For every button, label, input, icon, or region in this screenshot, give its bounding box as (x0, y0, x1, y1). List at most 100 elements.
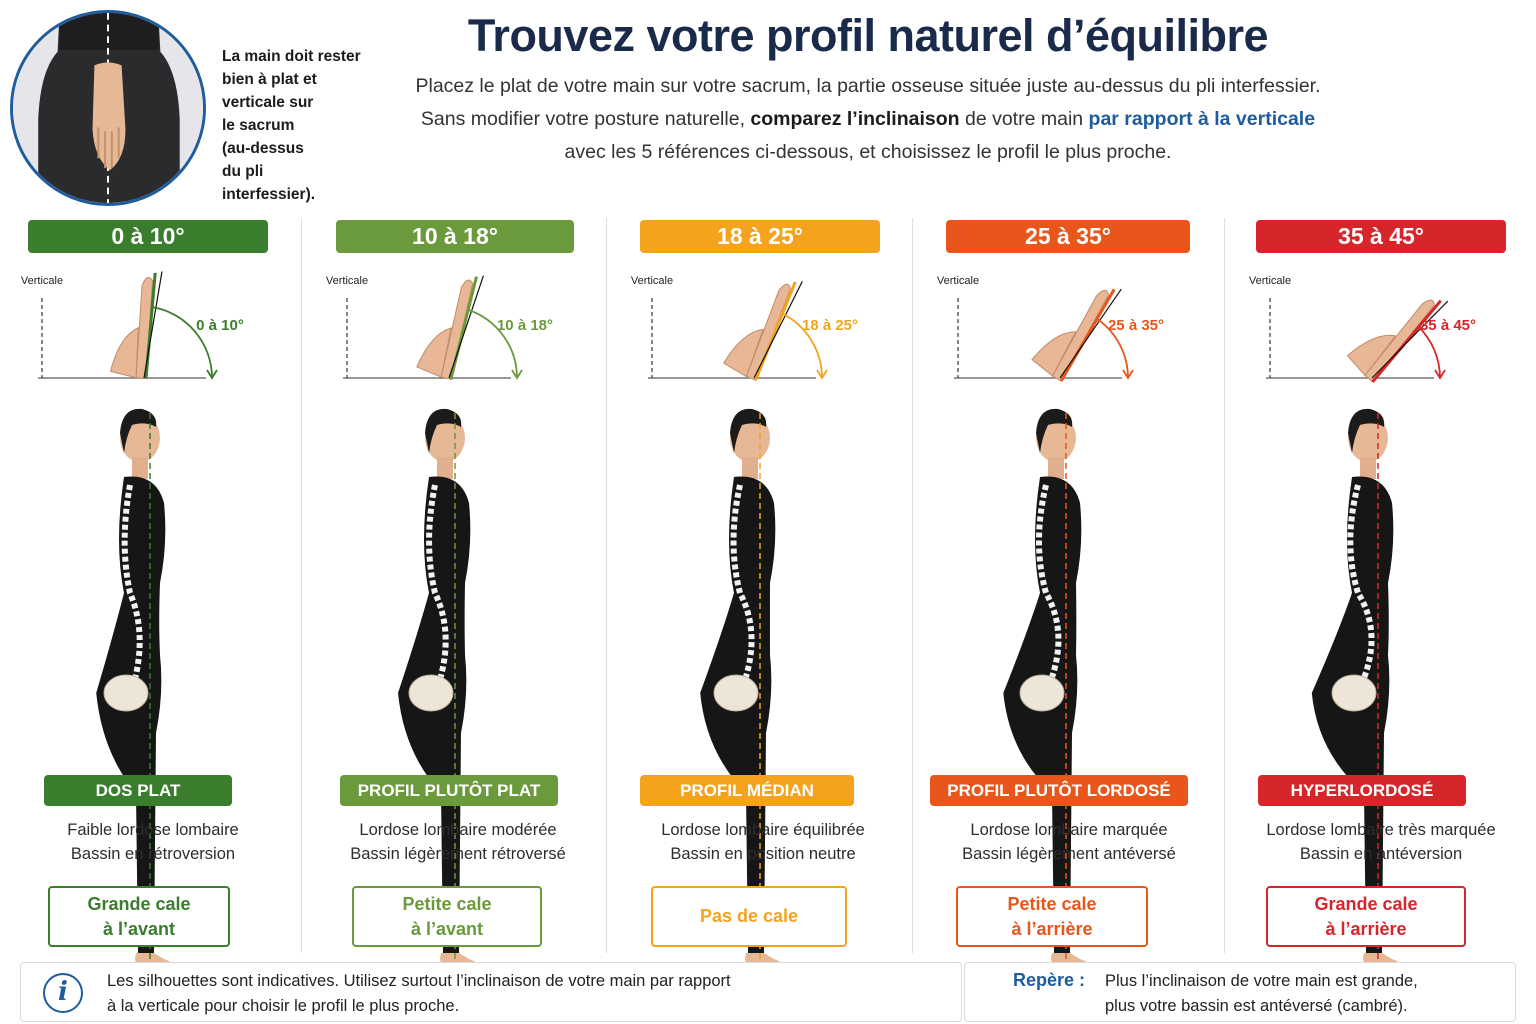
hair (120, 408, 157, 453)
bassin-description: Bassin légèrement antéversé (962, 845, 1176, 863)
angle-arc (1417, 326, 1441, 379)
cale-line-2: à l’avant (410, 918, 484, 939)
intro-line-2-c: de votre main (959, 108, 1089, 130)
hand-axis-line (1371, 299, 1442, 383)
body (96, 476, 166, 953)
column-divider (912, 218, 913, 953)
angle-arc-label: 18 à 25° (802, 317, 858, 334)
neck (437, 457, 453, 479)
angle-arc-label: 10 à 18° (497, 317, 553, 334)
profile-name-label: PROFIL PLUTÔT PLAT (340, 775, 558, 806)
column-divider (606, 218, 607, 953)
cale-line-1: Grande cale (87, 893, 191, 914)
hand-icon (416, 276, 478, 381)
cale-line-1: Grande cale (1314, 893, 1418, 914)
intro-line-1: Placez le plat de votre main sur votre s… (415, 75, 1321, 97)
lordose-description: Lordose lombaire modérée (359, 821, 557, 839)
posture-silhouette (1288, 393, 1438, 983)
hand-tilt-line (1059, 288, 1122, 379)
column-divider (1224, 218, 1225, 953)
angle-arc-label: 35 à 45° (1420, 317, 1476, 334)
hand-axis-line (754, 281, 797, 381)
neck (742, 457, 758, 479)
posture-silhouette (60, 393, 210, 983)
hand-angle-diagram: Verticale 0 à 10° (21, 268, 280, 393)
profile-name-label: DOS PLAT (44, 775, 232, 806)
page-title: Trouvez votre profil naturel d’équilibre (467, 10, 1269, 61)
arc-arrow-head (511, 369, 523, 380)
vertical-label: Verticale (1249, 275, 1291, 287)
profile-description: Lordose lombaire marquée Bassin légèremen… (916, 818, 1222, 866)
body (1003, 476, 1082, 953)
info-icon: i (43, 973, 83, 1013)
profile-name-label: PROFIL MÉDIAN (640, 775, 854, 806)
hair (425, 408, 462, 453)
intro-line-3: avec les 5 références ci-dessous, et cho… (564, 141, 1172, 163)
profile-column: 35 à 45° Verticale 35 à 45° HYPERLORDOSÉ Lor… (1228, 218, 1534, 978)
repere-label: Repère : (1013, 970, 1086, 990)
arc-arrow-head (1434, 369, 1446, 380)
neck (1048, 457, 1064, 479)
pelvis (408, 674, 454, 712)
lordose-description: Lordose lombaire marquée (970, 821, 1168, 839)
neck (1360, 457, 1376, 479)
bassin-description: Bassin en rétroversion (70, 845, 236, 863)
hair (1036, 408, 1073, 453)
spine (1347, 484, 1375, 685)
cale-recommendation: Pas de cale (651, 886, 847, 947)
angle-arc-label: 0 à 10° (196, 317, 244, 334)
hand-icon (1346, 299, 1442, 383)
pelvis (1019, 674, 1065, 712)
intro-line-2-a: Sans modifier votre posture naturelle, (420, 108, 751, 130)
hand-tilt-line (1371, 300, 1449, 379)
cale-line-1: Petite cale (402, 893, 492, 914)
hand-axis-line (1059, 288, 1116, 382)
hand-tilt-line (753, 281, 803, 379)
posture-silhouette (365, 393, 515, 983)
profile-description: Lordose lombaire modérée Bassin légèremen… (305, 818, 611, 866)
cale-recommendation: Grande cale à l’arrière (1266, 886, 1466, 947)
column-divider (301, 218, 302, 953)
spine (730, 484, 755, 684)
hair (1348, 408, 1385, 453)
bassin-description: Bassin en position neutre (670, 845, 856, 863)
vertical-label: Verticale (326, 275, 368, 287)
hand-angle-diagram: Verticale 35 à 45° (1249, 268, 1508, 393)
spine (121, 484, 143, 684)
arc-arrow-head (816, 369, 828, 380)
angle-arc (151, 306, 213, 379)
lordose-description: Lordose lombaire équilibrée (661, 821, 865, 839)
intro-emphasis: comparez l’inclinaison (750, 108, 960, 130)
angle-range-header: 25 à 35° (946, 220, 1190, 253)
cale-recommendation: Grande cale à l’avant (48, 886, 230, 947)
bassin-description: Bassin en antéversion (1299, 845, 1463, 863)
hand-angle-diagram: Verticale 25 à 35° (937, 268, 1196, 393)
vertical-label: Verticale (21, 275, 63, 287)
body (398, 476, 471, 953)
pelvis (103, 674, 149, 712)
profile-name-label: PROFIL PLUTÔT LORDOSÉ (930, 775, 1188, 806)
hand-axis-line (144, 272, 157, 379)
vertical-label: Verticale (631, 275, 673, 287)
info-line-2: à la verticale pour choisir le profil le… (107, 997, 460, 1015)
cale-line-2: à l’arrière (1325, 918, 1407, 939)
lordose-description: Faible lordose lombaire (67, 821, 239, 839)
cale-recommendation: Petite cale à l’arrière (956, 886, 1148, 947)
hair (730, 408, 767, 453)
hand-tilt-line (143, 271, 163, 379)
angle-range-header: 0 à 10° (28, 220, 268, 253)
lordose-description: Lordose lombaire très marquée (1266, 821, 1496, 839)
info-note: i Les silhouettes sont indicatives. Util… (20, 962, 962, 1022)
profile-column: 18 à 25° Verticale 18 à 25° PROFIL MÉDIAN Lo… (610, 218, 916, 978)
repere-line-2: plus votre bassin est antéversé (cambré)… (1105, 997, 1408, 1015)
sacrum-hand-photo (10, 10, 206, 206)
neck (132, 457, 148, 479)
hand-tilt-line (448, 275, 484, 379)
angle-arc (467, 308, 518, 379)
intro-highlight: par rapport à la verticale (1088, 108, 1316, 130)
profile-description: Faible lordose lombaire Bassin en rétrove… (0, 818, 306, 866)
photo-instruction: La main doit rester bien à plat et verti… (222, 48, 361, 203)
arc-arrow-head (1122, 369, 1134, 380)
profile-description: Lordose lombaire équilibrée Bassin en pos… (610, 818, 916, 866)
angle-range-header: 35 à 45° (1256, 220, 1506, 253)
